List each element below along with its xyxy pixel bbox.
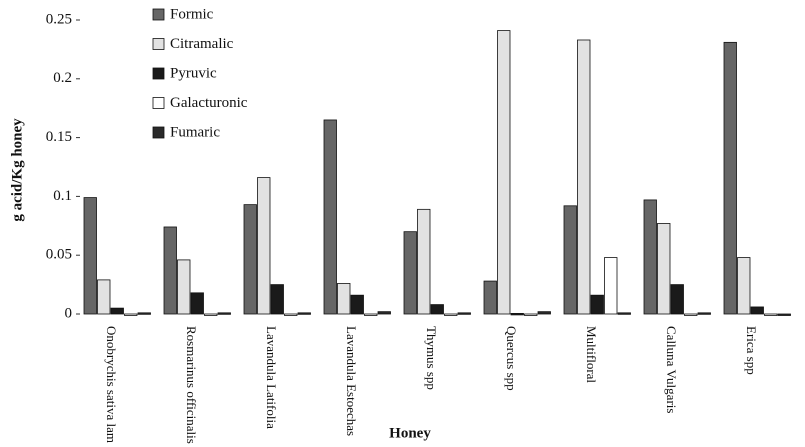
legend-label: Citramalic xyxy=(170,36,234,52)
legend-swatch xyxy=(152,67,165,80)
legend-swatch xyxy=(152,97,165,109)
bar xyxy=(670,284,684,315)
legend-label: Formic xyxy=(170,6,214,22)
bar xyxy=(243,204,257,315)
bar xyxy=(697,312,711,315)
y-tick-label: 0.2 xyxy=(53,70,72,86)
y-tick-label: 0.1 xyxy=(53,188,72,204)
bar xyxy=(537,311,551,315)
bar xyxy=(190,292,204,315)
x-tick-label: Rosmarinus officinalis xyxy=(184,326,199,444)
x-tick-label: Multifloral xyxy=(584,326,599,383)
bar xyxy=(524,313,538,316)
bar xyxy=(417,208,431,315)
y-tick-label: 0 xyxy=(65,305,73,321)
legend-swatch xyxy=(152,8,165,21)
bar xyxy=(457,312,471,315)
legend-label: Fumaric xyxy=(170,124,220,140)
legend-label: Pyruvic xyxy=(170,65,217,81)
bar xyxy=(750,306,764,315)
bar xyxy=(124,313,138,316)
legend-swatch xyxy=(152,126,165,139)
x-tick-label: Erica spp xyxy=(744,326,759,375)
bar xyxy=(110,307,124,315)
bar xyxy=(364,313,378,316)
bar xyxy=(204,313,218,316)
x-tick-label: Thymus spp xyxy=(424,326,439,390)
bar xyxy=(297,312,311,315)
x-axis-label: Honey xyxy=(389,425,431,441)
bar xyxy=(177,259,191,315)
bar xyxy=(377,311,391,315)
bar xyxy=(577,39,591,315)
bar xyxy=(483,280,497,315)
y-tick-label: 0.05 xyxy=(46,247,72,263)
bar xyxy=(777,313,791,316)
bar xyxy=(764,313,778,316)
bar xyxy=(604,257,618,315)
bar xyxy=(617,312,631,315)
legend-swatch xyxy=(152,38,165,50)
bar xyxy=(510,313,524,316)
legend-label: Galacturonic xyxy=(170,95,248,111)
bar xyxy=(684,313,698,316)
y-tick-label: 0.25 xyxy=(46,11,72,27)
bar xyxy=(217,312,231,315)
x-tick-label: Calluna Vulgaris xyxy=(664,326,679,413)
bar xyxy=(657,223,671,315)
bar xyxy=(590,294,604,315)
bar xyxy=(323,119,337,315)
y-axis-label: g acid/Kg honey xyxy=(9,118,25,222)
bar xyxy=(430,304,444,315)
bar xyxy=(563,205,577,315)
bar xyxy=(497,30,511,315)
bar xyxy=(737,257,751,315)
y-tick-label: 0.15 xyxy=(46,129,72,145)
x-tick-label: Lavandula Latifolia xyxy=(264,326,279,429)
bar xyxy=(403,231,417,315)
bar xyxy=(723,41,737,315)
bar xyxy=(350,294,364,315)
bar xyxy=(643,199,657,315)
x-tick-label: Onobrychis sativa lam xyxy=(104,326,119,443)
bar xyxy=(444,313,458,316)
bar xyxy=(257,177,271,315)
bar xyxy=(270,284,284,315)
bar xyxy=(137,312,151,315)
bar xyxy=(337,283,351,315)
x-tick-label: Quercus spp xyxy=(504,326,519,391)
bar xyxy=(284,313,298,316)
x-tick-label: Lavandula Estoechas xyxy=(344,326,359,436)
bar xyxy=(83,197,97,315)
bar xyxy=(97,279,111,315)
bar xyxy=(163,226,177,315)
